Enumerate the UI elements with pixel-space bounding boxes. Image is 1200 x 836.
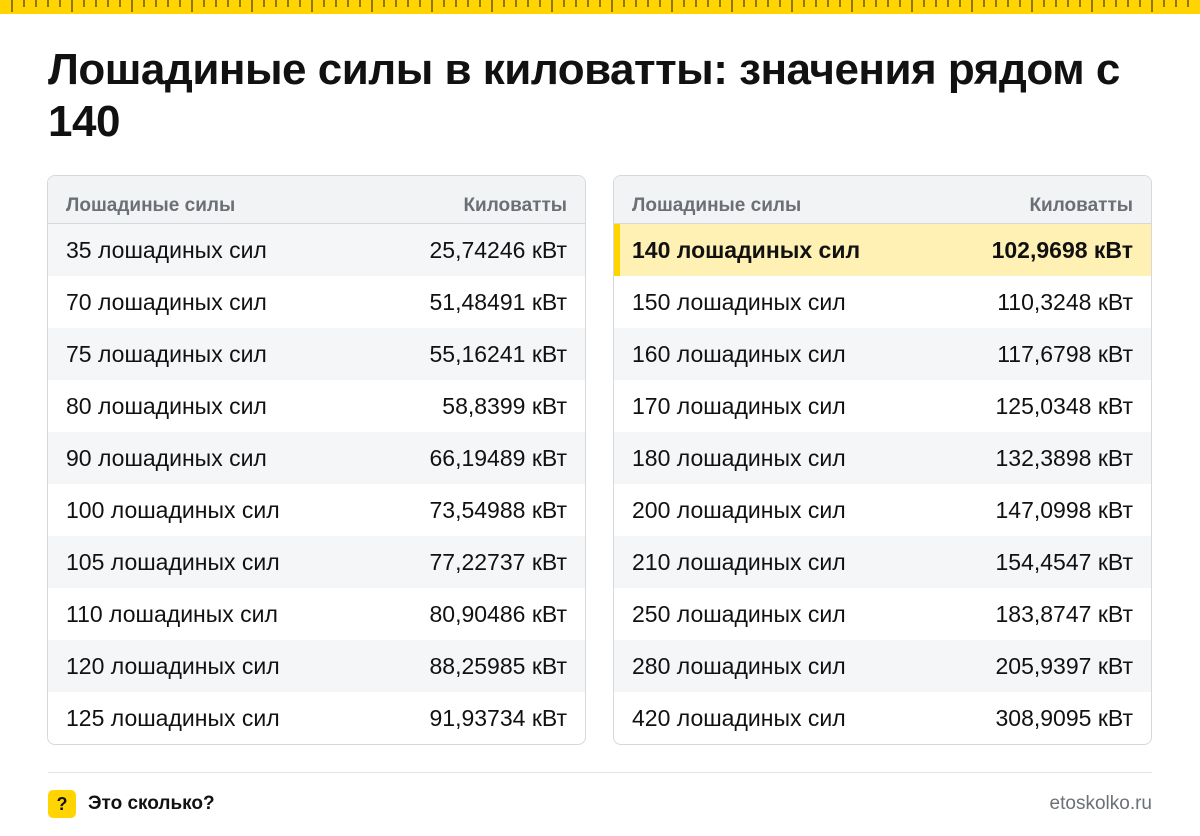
column-header-kw: Киловатты <box>463 195 567 216</box>
hp-cell: 110 лошадиных сил <box>66 600 278 627</box>
kw-cell: 51,48491 кВт <box>429 288 568 315</box>
column-header-hp: Лошадиные силы <box>632 195 802 216</box>
table-row: 210 лошадиных сил 154,4547 кВт <box>614 536 1151 588</box>
table-row: 420 лошадиных сил 308,9095 кВт <box>614 692 1151 744</box>
hp-cell: 120 лошадиных сил <box>66 652 280 679</box>
table-row: 180 лошадиных сил 132,3898 кВт <box>614 432 1151 484</box>
table-row: 35 лошадиных сил 25,74246 кВт <box>48 224 585 276</box>
kw-cell: 110,3248 кВт <box>997 288 1133 315</box>
table-row: 150 лошадиных сил 110,3248 кВт <box>614 276 1151 328</box>
table-row: 250 лошадиных сил 183,8747 кВт <box>614 588 1151 640</box>
kw-cell: 77,22737 кВт <box>429 548 568 575</box>
kw-cell: 55,16241 кВт <box>429 340 568 367</box>
brand-name: Это сколько? <box>88 793 215 814</box>
footer-divider <box>48 772 1152 773</box>
ruler-decoration <box>0 0 1200 14</box>
kw-cell: 205,9397 кВт <box>995 652 1134 679</box>
hp-cell: 170 лошадиных сил <box>632 392 846 419</box>
hp-cell: 250 лошадиных сил <box>632 600 846 627</box>
kw-cell: 25,74246 кВт <box>429 236 568 263</box>
kw-cell: 154,4547 кВт <box>995 548 1134 575</box>
kw-cell: 66,19489 кВт <box>429 444 568 471</box>
table-row: 110 лошадиных сил 80,90486 кВт <box>48 588 585 640</box>
table-row: 105 лошадиных сил 77,22737 кВт <box>48 536 585 588</box>
kw-cell: 91,93734 кВт <box>429 704 568 731</box>
hp-cell: 105 лошадиных сил <box>66 548 280 575</box>
hp-cell: 280 лошадиных сил <box>632 652 846 679</box>
hp-cell: 200 лошадиных сил <box>632 496 846 523</box>
table-row: 70 лошадиных сил 51,48491 кВт <box>48 276 585 328</box>
hp-cell: 210 лошадиных сил <box>632 548 846 575</box>
table-row: 200 лошадиных сил 147,0998 кВт <box>614 484 1151 536</box>
hp-cell: 140 лошадиных сил <box>632 236 861 263</box>
column-header-kw: Киловатты <box>1029 195 1133 216</box>
table-row: 90 лошадиных сил 66,19489 кВт <box>48 432 585 484</box>
brand-logo-icon: ? <box>48 790 76 818</box>
kw-cell: 58,8399 кВт <box>442 392 567 419</box>
table-row: 125 лошадиных сил 91,93734 кВт <box>48 692 585 744</box>
kw-cell: 117,6798 кВт <box>997 340 1133 367</box>
hp-cell: 75 лошадиных сил <box>66 340 267 367</box>
kw-cell: 308,9095 кВт <box>995 704 1134 731</box>
conversion-table-right: Лошадиные силы Киловатты 140 лошадиных с… <box>613 175 1152 745</box>
kw-cell: 102,9698 кВт <box>991 236 1133 263</box>
kw-cell: 147,0998 кВт <box>995 496 1134 523</box>
hp-cell: 180 лошадиных сил <box>632 444 846 471</box>
hp-cell: 70 лошадиных сил <box>66 288 267 315</box>
table-header: Лошадиные силы Киловатты <box>614 176 1151 224</box>
hp-cell: 160 лошадиных сил <box>632 340 846 367</box>
kw-cell: 73,54988 кВт <box>429 496 568 523</box>
hp-cell: 420 лошадиных сил <box>632 704 846 731</box>
page-title: Лошадиные силы в киловатты: значения ряд… <box>48 45 1120 146</box>
table-row: 100 лошадиных сил 73,54988 кВт <box>48 484 585 536</box>
site-url[interactable]: etoskolko.ru <box>1049 793 1152 814</box>
kw-cell: 183,8747 кВт <box>995 600 1134 627</box>
column-header-hp: Лошадиные силы <box>66 195 236 216</box>
hp-cell: 35 лошадиных сил <box>66 236 267 263</box>
conversion-table-left: Лошадиные силы Киловатты 35 лошадиных си… <box>47 175 586 745</box>
hp-cell: 100 лошадиных сил <box>66 496 280 523</box>
table-row: 160 лошадиных сил 117,6798 кВт <box>614 328 1151 380</box>
hp-cell: 90 лошадиных сил <box>66 444 267 471</box>
table-header: Лошадиные силы Киловатты <box>48 176 585 224</box>
table-row: 280 лошадиных сил 205,9397 кВт <box>614 640 1151 692</box>
table-row: 120 лошадиных сил 88,25985 кВт <box>48 640 585 692</box>
hp-cell: 150 лошадиных сил <box>632 288 846 315</box>
kw-cell: 132,3898 кВт <box>995 444 1134 471</box>
hp-cell: 125 лошадиных сил <box>66 704 280 731</box>
table-row: 170 лошадиных сил 125,0348 кВт <box>614 380 1151 432</box>
table-row: 75 лошадиных сил 55,16241 кВт <box>48 328 585 380</box>
table-row-highlighted: 140 лошадиных сил 102,9698 кВт <box>614 224 1151 276</box>
kw-cell: 80,90486 кВт <box>429 600 568 627</box>
kw-cell: 88,25985 кВт <box>429 652 568 679</box>
table-row: 80 лошадиных сил 58,8399 кВт <box>48 380 585 432</box>
hp-cell: 80 лошадиных сил <box>66 392 267 419</box>
kw-cell: 125,0348 кВт <box>995 392 1134 419</box>
